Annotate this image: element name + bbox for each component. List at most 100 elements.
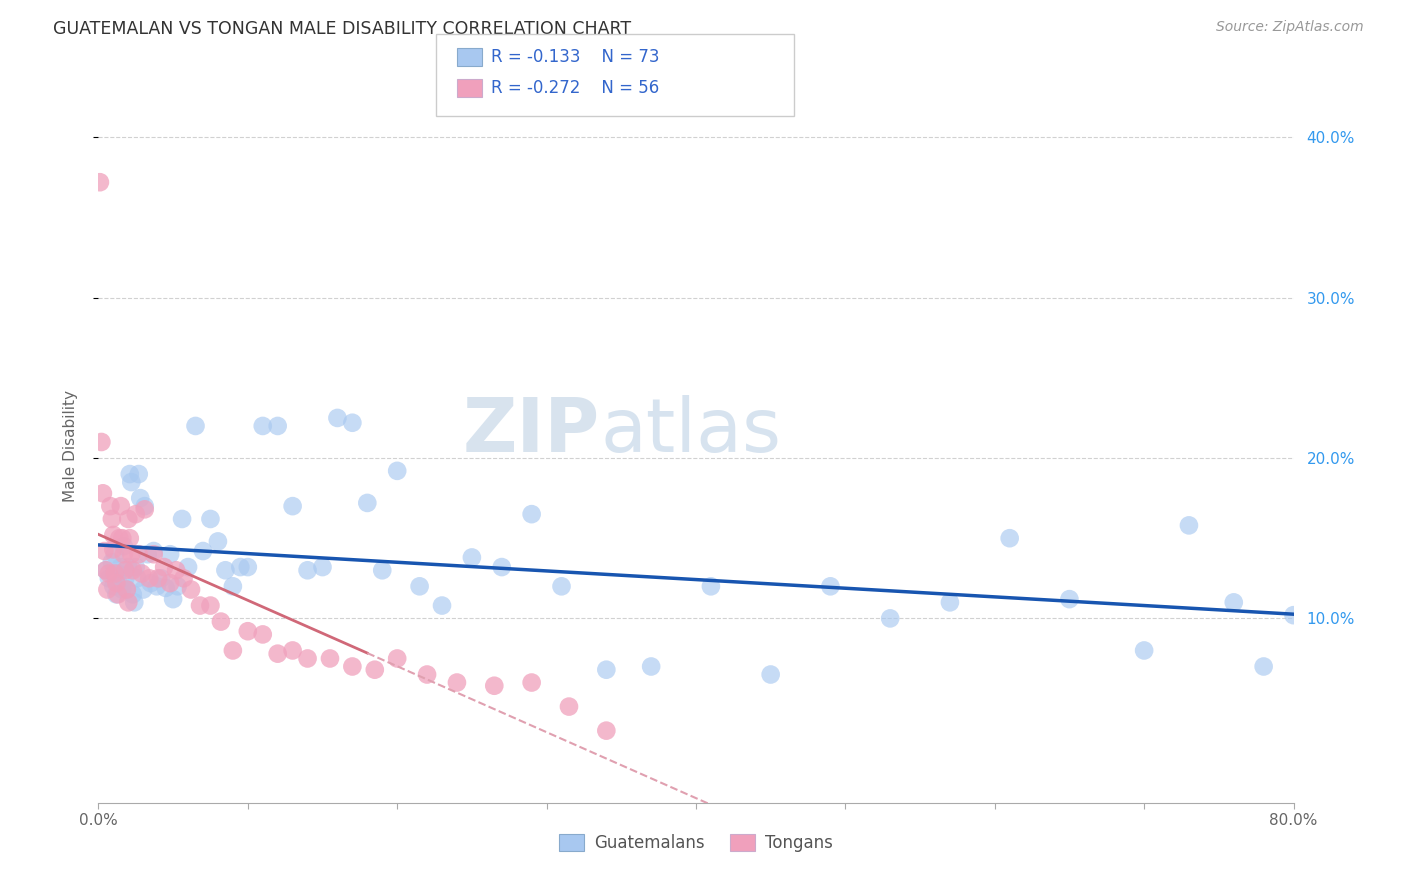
Point — [108, 531, 131, 545]
Point — [150, 571, 173, 585]
Point — [430, 599, 453, 613]
Point — [117, 560, 139, 574]
Point — [1282, 608, 1305, 623]
Point — [252, 419, 274, 434]
Point — [371, 563, 394, 577]
Point — [131, 566, 153, 581]
Point — [101, 555, 124, 569]
Point — [229, 560, 252, 574]
Point — [153, 560, 176, 574]
Point — [595, 723, 617, 738]
Point — [640, 659, 662, 673]
Point — [166, 579, 188, 593]
Point — [342, 416, 364, 430]
Point — [105, 587, 128, 601]
Point — [107, 587, 129, 601]
Point — [165, 563, 187, 577]
Point — [939, 595, 962, 609]
Point — [104, 566, 127, 581]
Point — [134, 502, 156, 516]
Point — [142, 544, 165, 558]
Point — [558, 699, 581, 714]
Point — [96, 582, 118, 597]
Point — [145, 579, 167, 593]
Point — [111, 531, 134, 545]
Point — [107, 566, 129, 581]
Text: atlas: atlas — [600, 395, 782, 468]
Point — [134, 499, 156, 513]
Point — [162, 592, 184, 607]
Point — [128, 547, 150, 561]
Point — [159, 547, 181, 561]
Point — [121, 587, 143, 601]
Point — [108, 576, 131, 591]
Point — [236, 624, 259, 639]
Point — [191, 544, 214, 558]
Point — [364, 663, 387, 677]
Point — [104, 547, 127, 561]
Point — [128, 467, 150, 481]
Point — [297, 651, 319, 665]
Point — [385, 464, 409, 478]
Point — [110, 499, 132, 513]
Point — [461, 550, 484, 565]
Legend: Guatemalans, Tongans: Guatemalans, Tongans — [553, 827, 839, 859]
Point — [491, 560, 513, 574]
Point — [188, 599, 211, 613]
Point — [103, 579, 125, 593]
Point — [111, 582, 134, 597]
Point — [700, 579, 723, 593]
Point — [120, 547, 142, 561]
Point — [89, 175, 111, 189]
Point — [118, 531, 141, 545]
Point — [520, 675, 543, 690]
Point — [281, 499, 304, 513]
Point — [114, 563, 136, 577]
Point — [385, 651, 409, 665]
Point — [114, 571, 136, 585]
Point — [311, 560, 333, 574]
Point — [101, 512, 124, 526]
Point — [222, 643, 245, 657]
Point — [127, 571, 149, 585]
Point — [142, 547, 165, 561]
Text: Source: ZipAtlas.com: Source: ZipAtlas.com — [1216, 20, 1364, 34]
Point — [236, 560, 259, 574]
Point — [120, 475, 142, 489]
Point — [132, 582, 155, 597]
Point — [1253, 659, 1275, 673]
Point — [155, 581, 177, 595]
Point — [1223, 595, 1246, 609]
Point — [342, 659, 364, 673]
Text: R = -0.272    N = 56: R = -0.272 N = 56 — [491, 79, 659, 97]
Point — [125, 507, 148, 521]
Point — [998, 531, 1021, 545]
Point — [297, 563, 319, 577]
Point — [159, 576, 181, 591]
Point — [129, 491, 152, 505]
Point — [172, 512, 194, 526]
Point — [97, 566, 120, 581]
Point — [200, 512, 222, 526]
Point — [112, 539, 135, 553]
Point — [94, 563, 117, 577]
Point — [103, 528, 125, 542]
Point — [1133, 643, 1156, 657]
Point — [759, 667, 782, 681]
Point — [110, 560, 132, 574]
Point — [173, 571, 195, 585]
Point — [121, 563, 143, 577]
Point — [115, 582, 138, 597]
Point — [139, 576, 162, 591]
Point — [408, 579, 430, 593]
Point — [356, 496, 378, 510]
Point — [125, 560, 148, 574]
Point — [138, 571, 160, 585]
Point — [117, 595, 139, 609]
Point — [180, 582, 202, 597]
Point — [103, 542, 125, 557]
Point — [124, 595, 146, 609]
Point — [267, 419, 290, 434]
Point — [112, 547, 135, 561]
Point — [105, 576, 128, 591]
